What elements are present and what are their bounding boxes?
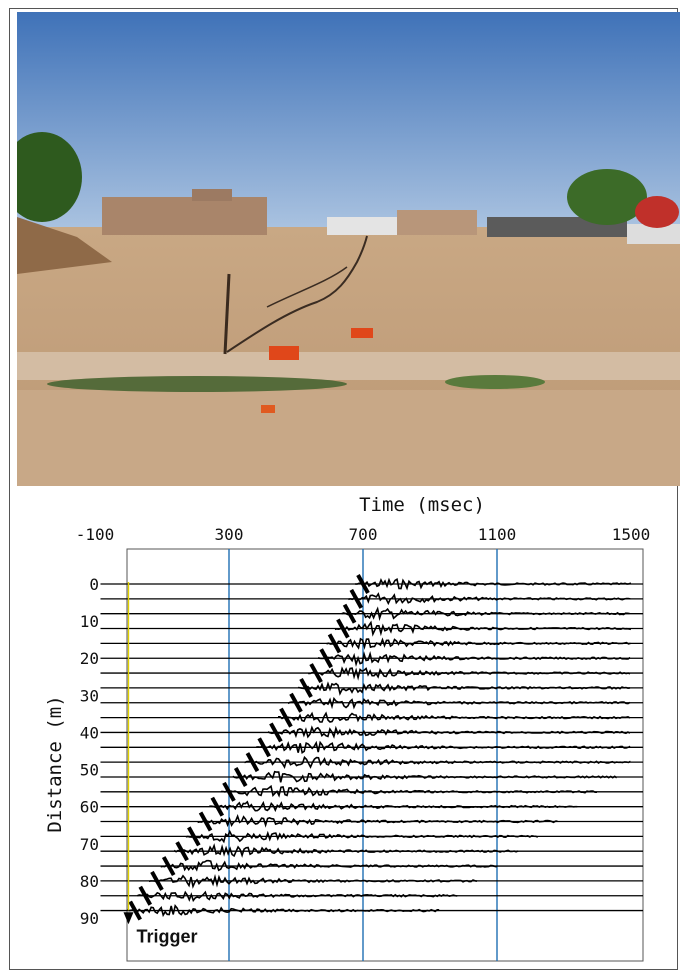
first-break-mark	[233, 767, 248, 787]
plot-area	[126, 548, 644, 962]
building	[397, 210, 477, 235]
y-tick-label: 80	[80, 872, 99, 891]
grass-strip	[445, 375, 545, 389]
first-break-mark	[257, 737, 271, 758]
trace-wiggle	[232, 770, 618, 783]
first-break-mark	[128, 900, 142, 921]
first-break-mark	[222, 781, 236, 802]
trace-wiggle	[287, 696, 631, 710]
tree	[567, 169, 647, 225]
first-break-mark	[175, 841, 189, 862]
first-break-mark	[150, 870, 164, 891]
earth-bank	[17, 217, 112, 274]
trace-wiggle	[278, 711, 631, 723]
y-axis-label: Distance (m)	[44, 695, 66, 832]
trace-wiggle	[267, 725, 631, 739]
trace-wiggle	[244, 755, 631, 769]
trace-wiggle	[354, 577, 632, 591]
equipment-box	[269, 346, 299, 360]
seismic-traces	[100, 574, 643, 921]
first-break-mark	[299, 677, 313, 698]
field-photo	[17, 12, 680, 486]
trace-wiggle	[297, 681, 631, 696]
y-tick-label: 20	[80, 649, 99, 668]
trace-wiggle	[126, 904, 440, 918]
trace-wiggle	[326, 637, 631, 650]
trigger-label: Trigger	[137, 926, 198, 946]
first-break-mark	[187, 826, 201, 847]
trace-wiggle	[348, 592, 631, 606]
trace-wiggle	[341, 606, 630, 622]
trace-wiggle	[137, 890, 458, 903]
first-break-mark	[319, 648, 333, 669]
x-gridlines	[228, 549, 498, 961]
trace-wiggle	[221, 784, 597, 798]
x-tick-labels: -100 300 700 1100 1500	[76, 525, 651, 544]
first-break-mark	[245, 752, 260, 773]
first-break-mark	[269, 722, 283, 743]
building	[192, 189, 232, 201]
x-tick-label: 1100	[478, 525, 517, 544]
trace-wiggle	[334, 620, 632, 637]
trigger-arrow	[123, 912, 134, 925]
equipment-box	[261, 405, 275, 413]
trace-wiggle	[308, 666, 631, 681]
x-axis-label: Time (msec)	[359, 494, 485, 516]
y-tick-label: 40	[80, 723, 99, 742]
y-tick-label: 30	[80, 686, 99, 705]
trace-wiggle	[197, 814, 558, 828]
stake	[223, 273, 231, 355]
trace-wiggle	[209, 800, 578, 813]
first-break-mark	[356, 574, 370, 594]
first-break-mark	[279, 707, 293, 728]
first-break-mark	[342, 603, 357, 624]
trace-wiggle	[185, 829, 539, 844]
y-tick-label: 60	[80, 798, 99, 817]
y-tick-labels: 0 10 20 30 40 50 60 70 80 90	[80, 575, 99, 928]
cable	[266, 266, 348, 308]
first-break-mark	[336, 618, 350, 639]
y-tick-label: 90	[80, 909, 99, 928]
first-break-mark	[309, 663, 323, 684]
y-tick-label: 70	[80, 835, 99, 854]
x-tick-label: 700	[349, 525, 378, 544]
equipment-box	[351, 328, 373, 338]
trace-wiggle	[160, 859, 497, 872]
first-break-mark	[138, 885, 152, 906]
tree	[17, 132, 82, 222]
trace-wiggle	[148, 873, 478, 889]
trace-wiggle	[317, 651, 631, 668]
y-tick-label: 50	[80, 761, 99, 780]
first-break-mark	[198, 811, 213, 832]
trace-wiggle	[173, 843, 519, 858]
x-tick-label: 300	[215, 525, 244, 544]
trigger: Trigger	[123, 582, 198, 946]
foreground-ground	[17, 390, 680, 486]
seismic-chart: Time (msec) -100 300 700 1100 1500 0 10 20 30 40…	[44, 494, 651, 962]
grass-strip	[47, 376, 347, 392]
first-break-mark	[289, 692, 303, 713]
y-tick-label: 10	[80, 612, 99, 631]
building	[102, 197, 267, 235]
y-tick-label: 0	[89, 575, 99, 594]
first-break-mark	[210, 796, 225, 817]
building	[627, 224, 680, 244]
tree	[635, 196, 679, 228]
field-photo-image	[17, 12, 680, 486]
first-break-mark	[349, 588, 364, 609]
x-tick-label: -100	[76, 525, 115, 544]
sidewalk	[17, 352, 680, 380]
first-break-mark	[161, 856, 176, 877]
cable	[226, 235, 368, 353]
trace-wiggle	[256, 740, 631, 755]
x-tick-label: 1500	[612, 525, 651, 544]
first-break-mark	[327, 633, 342, 654]
